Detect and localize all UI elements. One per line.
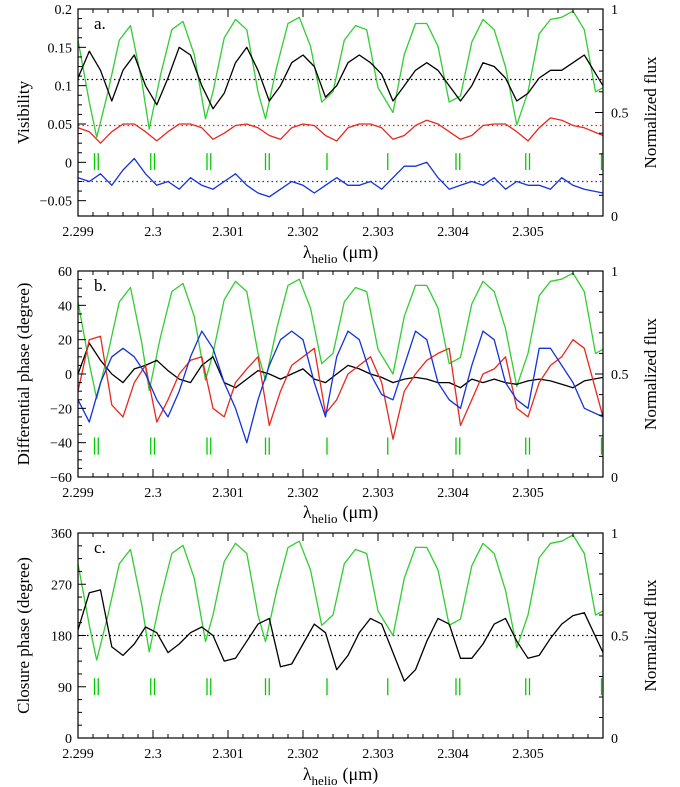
y2-tick-label: 0.5: [611, 368, 629, 383]
y2-tick-label: 1: [611, 3, 618, 18]
x-tick-label: 2.302: [287, 747, 319, 762]
y-axis-title: Differential phase (degree): [14, 283, 33, 466]
x-tick-label: 2.299: [62, 486, 94, 501]
panel-label: a.: [94, 14, 106, 33]
series-line-0: [78, 534, 603, 661]
x-tick-label: 2.301: [212, 225, 244, 240]
x-axis-title-subscript: helio: [312, 773, 338, 787]
y2-tick-label: 0.5: [611, 630, 629, 645]
x-tick-label: 2.302: [287, 225, 319, 240]
y-tick-label: 0: [65, 368, 72, 383]
y-tick-label: 0.1: [55, 80, 73, 95]
y-tick-label: 180: [51, 630, 72, 645]
x-axis-title-subscript: helio: [312, 251, 338, 266]
plot-area: [78, 534, 603, 696]
y2-tick-label: 0: [611, 471, 618, 486]
y-axis-title: Closure phase (degree): [14, 557, 33, 714]
y2-axis-title: Normalized flux: [641, 579, 660, 691]
x-tick-label: 2.305: [512, 747, 544, 762]
x-tick-label: 2.303: [362, 225, 394, 240]
y2-axis-title: Normalized flux: [641, 318, 660, 430]
y-tick-label: 60: [58, 265, 72, 280]
x-axis-title-symbol: λ: [303, 502, 312, 522]
plot-frame: [77, 270, 604, 478]
x-tick-label: 2.302: [287, 486, 319, 501]
x-axis-title-unit: (μm): [343, 242, 379, 263]
y-tick-label: 0.2: [55, 3, 73, 18]
y-tick-label: 0: [65, 156, 72, 171]
x-tick-label: 2.3: [144, 225, 162, 240]
panel-c: 2.299 2.3 2.301 2.302 2.303 2.304 2.305 0 90 180 2…: [14, 527, 660, 787]
y-tick-label: 20: [58, 334, 72, 349]
y-tick-label: −20: [50, 402, 72, 417]
y2-axis-title: Normalized flux: [641, 56, 660, 168]
x-tick-label: 2.301: [212, 747, 244, 762]
x-axis-title: λhelio (μm): [303, 242, 378, 266]
y2-tick-label: 0: [611, 732, 618, 747]
x-axis-title-symbol: λ: [303, 242, 312, 262]
x-tick-label: 2.305: [512, 486, 544, 501]
y-tick-label: −0.05: [40, 195, 72, 210]
y-tick-label: 270: [51, 578, 72, 593]
panel-label: c.: [94, 538, 106, 557]
x-tick-label: 2.3: [144, 747, 162, 762]
plot-area: [78, 272, 603, 455]
x-tick-label: 2.305: [512, 225, 544, 240]
series-line-1: [78, 46, 603, 110]
y-tick-label: 0.05: [48, 118, 73, 133]
y-tick-label: −60: [50, 471, 72, 486]
series-line-1: [78, 342, 603, 389]
panel-a: 2.299 2.3 2.301 2.302 2.303 2.304 2.305 −0.05 0 0…: [14, 3, 660, 266]
x-tick-label: 2.304: [437, 486, 469, 501]
x-tick-label: 2.304: [437, 225, 469, 240]
x-axis-title-symbol: λ: [303, 764, 312, 784]
y2-tick-label: 0: [611, 210, 618, 225]
series-line-3: [78, 330, 603, 444]
y-tick-label: 0.15: [48, 41, 73, 56]
series-line-1: [78, 589, 603, 682]
panel-label: b.: [94, 276, 107, 295]
series-line-0: [78, 10, 603, 138]
x-tick-label: 2.3: [144, 486, 162, 501]
x-tick-label: 2.304: [437, 747, 469, 762]
series-line-3: [78, 157, 603, 198]
y-tick-label: 0: [65, 732, 72, 747]
x-tick-label: 2.301: [212, 486, 244, 501]
panel-b: 2.299 2.3 2.301 2.302 2.303 2.304 2.305 −60 −40 −…: [14, 265, 660, 526]
x-tick-label: 2.299: [62, 747, 94, 762]
y-tick-label: −40: [50, 437, 72, 452]
x-axis-title: λhelio (μm): [303, 502, 378, 526]
x-axis-title: λhelio (μm): [303, 764, 378, 787]
y-tick-label: 90: [58, 681, 72, 696]
x-tick-label: 2.303: [362, 747, 394, 762]
y2-tick-label: 0.5: [611, 107, 629, 122]
y2-tick-label: 1: [611, 527, 618, 542]
x-tick-label: 2.303: [362, 486, 394, 501]
x-axis-title-unit: (μm): [343, 764, 379, 785]
series-line-0: [78, 272, 603, 400]
y2-tick-label: 1: [611, 265, 618, 280]
y-axis-title: Visibility: [14, 80, 33, 144]
y-tick-label: 40: [58, 299, 72, 314]
series-line-2: [78, 335, 603, 440]
plot-area: [78, 10, 603, 198]
series-line-2: [78, 117, 603, 144]
y-tick-label: 360: [51, 527, 72, 542]
x-tick-label: 2.299: [62, 225, 94, 240]
x-axis-title-subscript: helio: [312, 511, 338, 526]
x-axis-title-unit: (μm): [343, 502, 379, 523]
